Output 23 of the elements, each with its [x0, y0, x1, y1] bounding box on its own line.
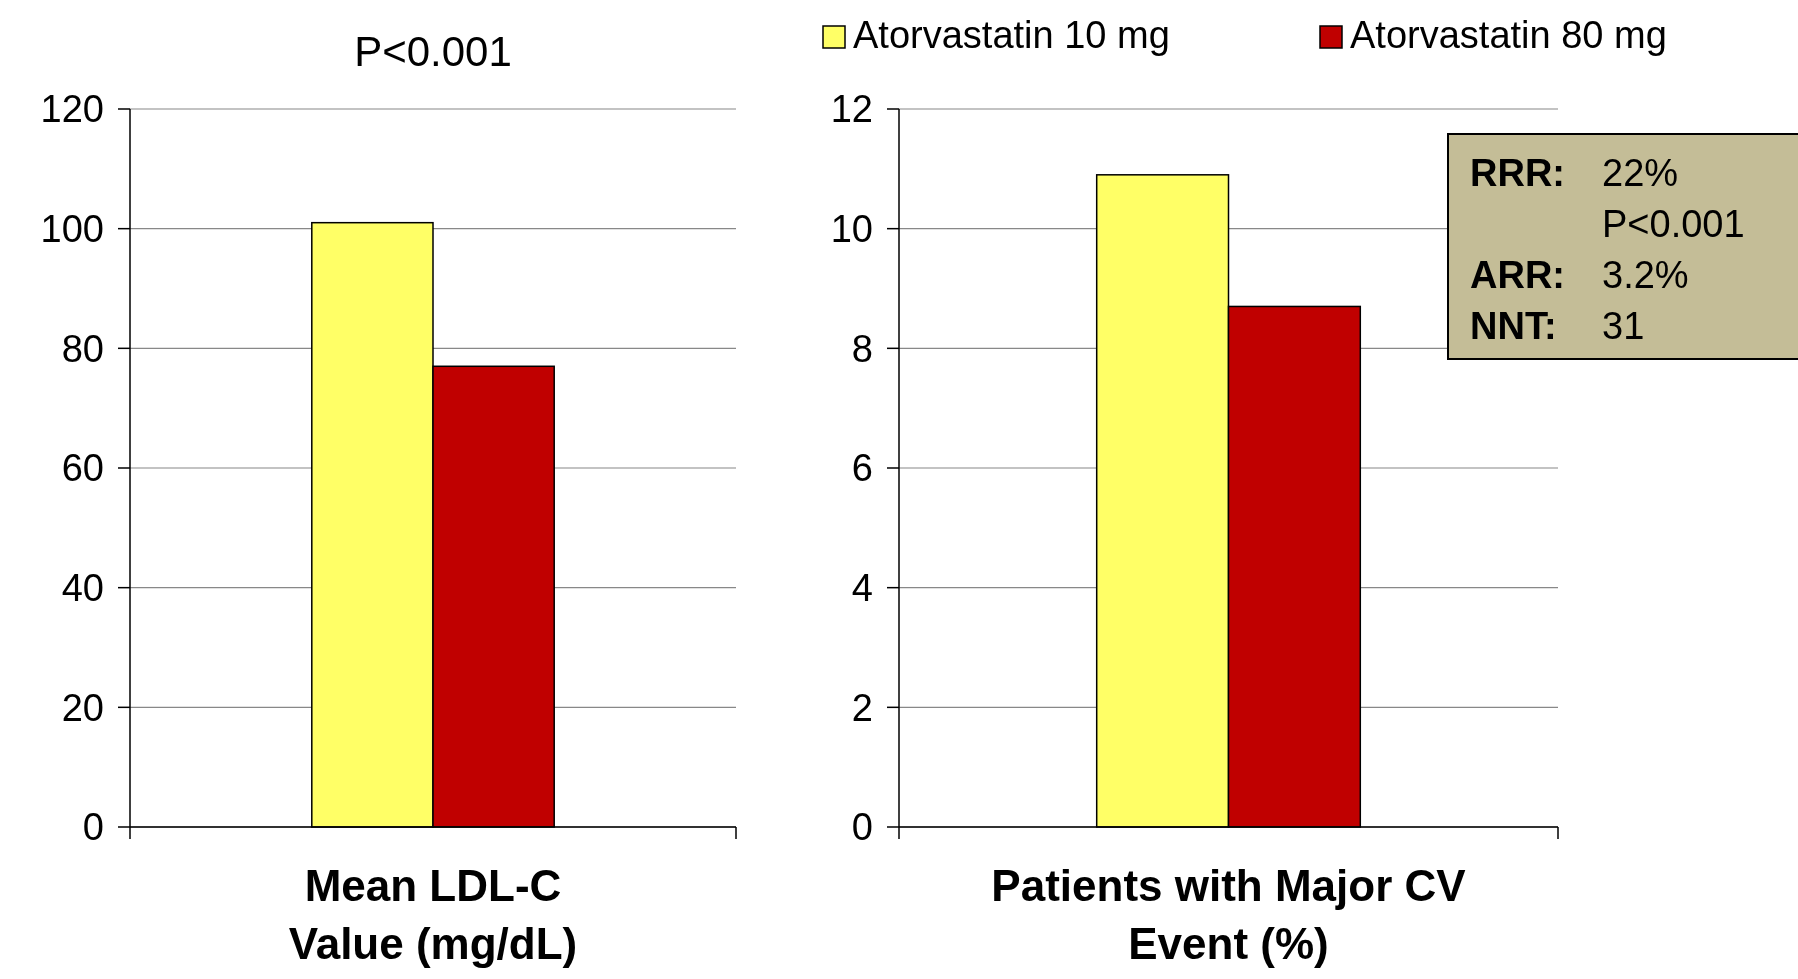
y-tick-label: 0 — [851, 806, 873, 849]
y-tick-label: 80 — [61, 327, 104, 370]
y-tick-label: 100 — [40, 207, 104, 250]
y-tick-label: 40 — [61, 566, 104, 609]
y-tick-label: 60 — [61, 447, 104, 490]
y-tick-label: 6 — [851, 447, 873, 490]
x-axis-title: Mean LDL-C Value (mg/dL) — [288, 861, 578, 968]
y-tick-label: 8 — [851, 327, 873, 370]
x-axis-title: Patients with Major CV Event (%) — [991, 861, 1467, 968]
y-tick-label: 2 — [851, 686, 873, 729]
y-tick-label: 10 — [830, 207, 873, 250]
text: P<0.001 — [1602, 203, 1745, 245]
legend-label: Atorvastatin 80 mg — [1350, 14, 1667, 56]
annotation: RRR: 22% — [1470, 152, 1679, 194]
chart-title: P<0.001 — [354, 28, 512, 75]
legend-label: Atorvastatin 10 mg — [853, 14, 1170, 56]
y-tick-label: 0 — [82, 806, 104, 849]
y-tick-label: 120 — [40, 88, 104, 131]
y-tick-label: 12 — [830, 88, 873, 131]
annotation: NNT: 31 — [1470, 305, 1645, 347]
annotation: ARR: 3.2% — [1470, 254, 1689, 296]
y-tick-label: 20 — [61, 686, 104, 729]
y-tick-label: 4 — [851, 566, 873, 609]
